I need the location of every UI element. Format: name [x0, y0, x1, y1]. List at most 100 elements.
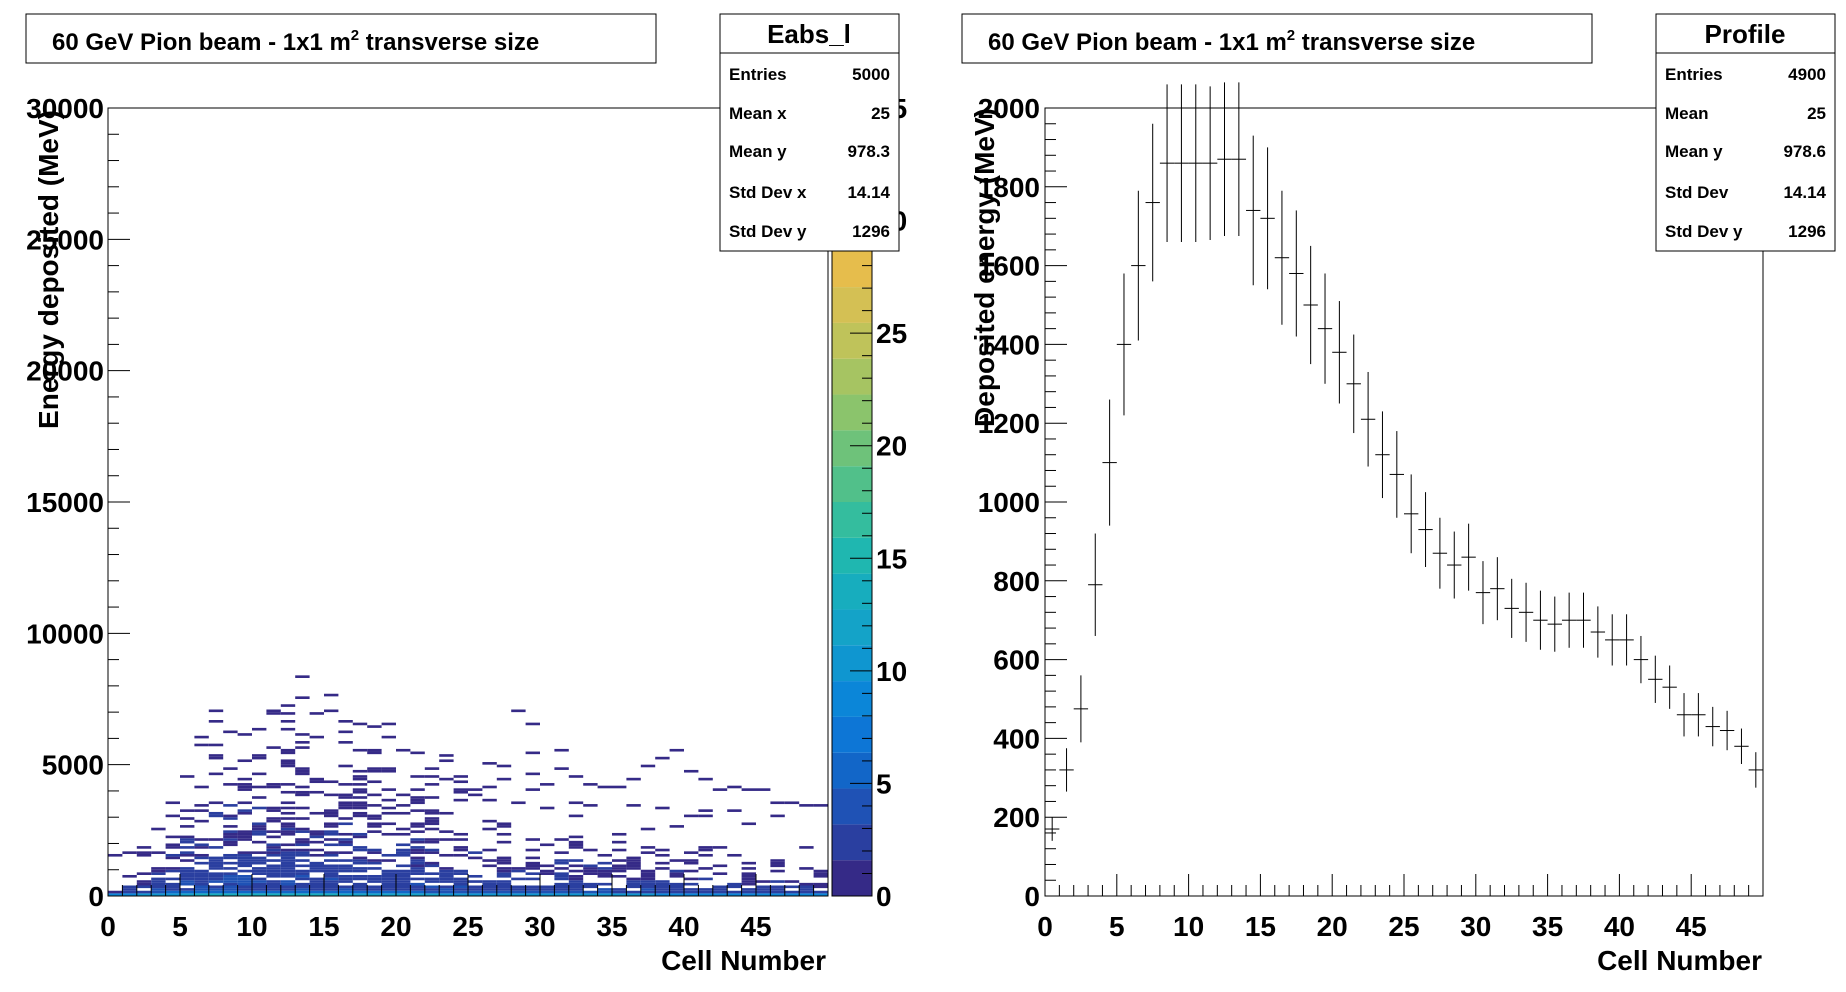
heatmap-cell	[208, 754, 224, 757]
heatmap-cell	[165, 888, 180, 891]
heatmap-cell	[295, 890, 310, 894]
heatmap-cell	[698, 814, 713, 818]
heatmap-cell	[280, 832, 296, 836]
heatmap-cell	[352, 801, 368, 805]
heatmap-cell	[612, 832, 627, 836]
heatmap-cell	[280, 830, 296, 833]
heatmap-cell	[396, 880, 411, 883]
heatmap-cell	[151, 851, 166, 854]
heatmap-cell	[180, 851, 195, 854]
heatmap-cell	[223, 843, 238, 847]
heatmap-cell	[324, 780, 339, 784]
heatmap-cell	[583, 864, 598, 868]
heatmap-cell	[468, 893, 483, 896]
heatmap-cell	[525, 751, 540, 755]
heatmap-cell	[712, 846, 728, 849]
heatmap-cell	[741, 788, 756, 791]
heatmap-cell	[295, 769, 310, 773]
heatmap-cell	[727, 885, 742, 889]
heatmap-cell	[525, 877, 540, 881]
heatmap-cell	[669, 859, 684, 862]
heatmap-cell	[367, 814, 382, 818]
heatmap-cell	[381, 877, 396, 881]
x-tick-label: 5	[1109, 911, 1125, 942]
heatmap-cell	[424, 775, 440, 778]
heatmap-cell	[669, 882, 684, 886]
heatmap-cell	[165, 835, 180, 839]
data-point	[1590, 606, 1606, 658]
heatmap-cell	[410, 796, 425, 799]
heatmap-cell	[655, 880, 670, 883]
heatmap-cell	[266, 864, 281, 868]
heatmap-cell	[280, 759, 296, 763]
heatmap-cell	[583, 869, 598, 873]
heatmap-cell	[813, 885, 828, 889]
heatmap-cell	[424, 888, 440, 891]
heatmap-cell	[568, 859, 584, 862]
y-tick-label: 1200	[978, 408, 1040, 439]
heatmap-cell	[640, 885, 656, 889]
heatmap-cell	[799, 890, 814, 894]
heatmap-cell	[295, 893, 310, 896]
data-point	[1102, 399, 1117, 526]
heatmap-cell	[482, 762, 497, 765]
heatmap-cell	[280, 880, 296, 883]
heatmap-cell	[439, 853, 454, 857]
x-tick-label: 15	[1245, 911, 1276, 942]
heatmap-cell	[252, 827, 267, 831]
heatmap-cell	[468, 788, 483, 791]
heatmap-cell	[352, 861, 368, 865]
heatmap-cell	[424, 890, 440, 894]
palette-swatch	[832, 537, 872, 574]
heatmap-cell	[252, 859, 267, 862]
heatmap-cell	[352, 811, 368, 815]
heatmap-cell	[180, 874, 195, 878]
heatmap-cell	[626, 882, 641, 886]
heatmap-cell	[741, 822, 756, 826]
heatmap-cell	[396, 851, 411, 854]
heatmap-cell	[223, 874, 238, 878]
heatmap-cell	[309, 840, 324, 844]
heatmap-cell	[583, 885, 598, 889]
heatmap-cell	[352, 882, 368, 886]
heatmap-cell	[568, 880, 584, 883]
heatmap-cell	[568, 775, 584, 778]
heatmap-cell	[352, 885, 368, 889]
heatmap-cell	[583, 882, 598, 886]
heatmap-cell	[324, 693, 339, 697]
heatmap-cell	[424, 851, 440, 854]
heatmap-cell	[208, 880, 224, 883]
heatmap-cell	[367, 893, 382, 896]
heatmap-cell	[338, 817, 353, 820]
heatmap-cell	[237, 893, 252, 896]
heatmap-cell	[136, 890, 152, 894]
heatmap-cell	[424, 893, 440, 896]
heatmap-cell	[410, 751, 425, 755]
heatmap-cell	[324, 825, 339, 828]
heatmap-cell	[496, 885, 512, 889]
heatmap-cell	[568, 846, 584, 849]
heatmap-cell	[424, 827, 440, 831]
heatmap-cell	[367, 861, 382, 865]
heatmap-cell	[252, 756, 267, 760]
heatmap-cell	[122, 888, 137, 891]
heatmap-cell	[280, 867, 296, 870]
heatmap-cell	[468, 880, 483, 883]
heatmap-cell	[324, 830, 339, 833]
heatmap-cell	[324, 864, 339, 868]
heatmap-cell	[813, 869, 828, 873]
heatmap-cell	[252, 880, 267, 883]
data-point	[1159, 84, 1175, 242]
x-tick-label: 45	[740, 911, 771, 942]
heatmap-cell	[496, 822, 512, 826]
heatmap-cell	[568, 885, 584, 889]
heatmap-cell	[712, 890, 728, 894]
heatmap-cell	[554, 885, 569, 889]
heatmap-cell	[496, 832, 512, 836]
heatmap-cell	[108, 853, 123, 857]
palette-swatch	[832, 394, 872, 431]
data-point	[1518, 582, 1534, 642]
heatmap-cell	[396, 848, 411, 852]
heatmap-cell	[295, 885, 310, 889]
heatmap-cell	[367, 848, 382, 852]
